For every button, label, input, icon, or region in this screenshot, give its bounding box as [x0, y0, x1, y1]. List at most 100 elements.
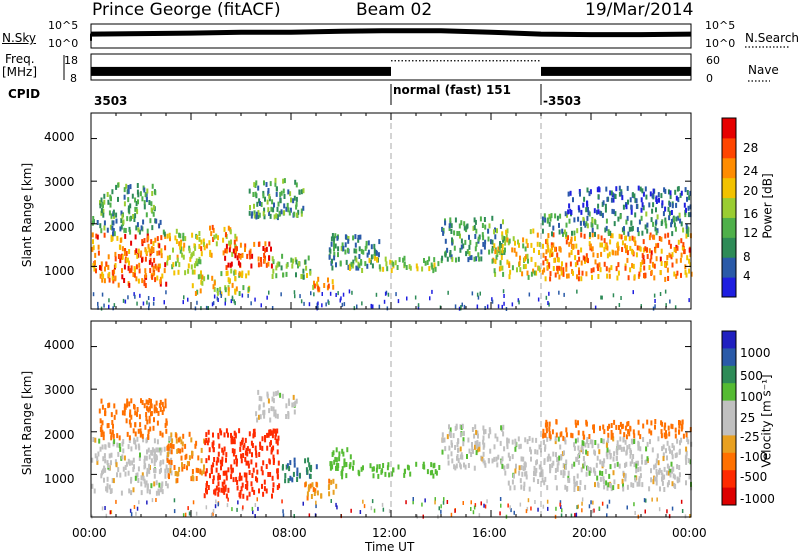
velocity-cell [668, 465, 670, 471]
power-cell [596, 253, 599, 258]
velocity-cell [612, 456, 615, 462]
power-speckle [217, 298, 219, 302]
power-speckle [182, 300, 184, 305]
velocity-cell [349, 454, 352, 460]
velocity-cell [96, 459, 99, 465]
power-cell [375, 250, 378, 256]
power-cell [556, 215, 559, 221]
power-cell [176, 257, 179, 263]
power-cell [152, 241, 155, 247]
velocity-cell [165, 464, 168, 470]
velocity-cell [493, 444, 496, 450]
velocity-cell [155, 447, 158, 453]
velocity-cell [496, 436, 499, 442]
velocity-cell [454, 445, 457, 450]
power-speckle [310, 291, 312, 296]
velocity-cell [304, 482, 307, 488]
velocity-cell [686, 437, 689, 442]
power-cell [290, 197, 292, 203]
power-cell [541, 216, 544, 222]
velocity-cell [616, 444, 619, 450]
velocity-cell [530, 449, 532, 455]
velocity-cell [154, 406, 157, 412]
velocity-cell [240, 453, 243, 459]
power-speckle [461, 302, 463, 307]
velocity-cell [101, 420, 104, 426]
velocity-cell [164, 468, 167, 474]
velocity-cell [471, 446, 474, 452]
velocity-cell [578, 486, 581, 492]
velocity-cell [451, 442, 453, 448]
power-cell [150, 207, 153, 213]
velocity-speckle [530, 506, 532, 511]
power-cell [117, 254, 120, 259]
velocity-speckle [626, 505, 628, 510]
velocity-speckle [330, 499, 332, 503]
power-cell [567, 191, 570, 197]
velocity-cell [570, 432, 573, 438]
velocity-cell [261, 470, 264, 476]
velocity-cell [265, 488, 268, 494]
power-cell [373, 248, 376, 254]
power-cell [508, 238, 511, 244]
velocity-cell [599, 425, 601, 431]
velocity-cell [391, 471, 394, 477]
velocity-speckle [668, 514, 671, 519]
power-cell [612, 209, 615, 215]
velocity-cell [179, 448, 182, 454]
power-cell [146, 228, 149, 234]
velocity-cell [487, 458, 490, 463]
velocity-cell [557, 460, 560, 466]
velocity-cell [549, 463, 551, 469]
power-cell [262, 246, 265, 251]
power-cell [673, 271, 676, 277]
power-cell [591, 246, 594, 252]
power-cell [589, 189, 592, 195]
velocity-cell [504, 470, 507, 476]
power-cell [257, 185, 260, 191]
power-cell [686, 190, 689, 195]
power-cell [444, 220, 447, 226]
velocity-cell [644, 460, 647, 465]
power-speckle [558, 290, 560, 295]
velocity-cell [272, 482, 275, 488]
velocity-cell [153, 453, 156, 459]
power-cell [340, 245, 343, 251]
velocity-speckle [671, 506, 674, 511]
velocity-cell [655, 458, 658, 464]
velocity-cell [148, 469, 151, 475]
power-cell [141, 196, 144, 202]
velocity-cell [555, 419, 558, 425]
velocity-speckle [577, 504, 579, 509]
power-cell [203, 276, 206, 282]
velocity-cell [581, 445, 584, 451]
velocity-cell [250, 440, 253, 446]
power-cell [236, 255, 239, 261]
power-colorbar-band [722, 137, 736, 159]
power-cell [119, 226, 122, 232]
velocity-cell [564, 464, 567, 470]
power-speckle [299, 294, 301, 299]
velocity-speckle [362, 499, 364, 504]
power-cell [480, 249, 483, 255]
power-cell [260, 257, 262, 262]
power-cell [575, 243, 578, 249]
power-cell [95, 233, 98, 239]
power-cell [255, 211, 258, 217]
power-cell [609, 190, 612, 196]
power-cell [355, 265, 358, 271]
power-cell [462, 243, 465, 249]
power-cell [152, 265, 155, 271]
velocity-cell [444, 446, 447, 452]
velocity-cell [612, 485, 615, 491]
velocity-cell [166, 483, 169, 489]
velocity-cell [271, 433, 274, 439]
velocity-cell [141, 433, 144, 439]
power-cell [616, 275, 619, 281]
power-cell [120, 218, 123, 224]
power-speckle [665, 303, 667, 308]
power-cell [224, 248, 227, 254]
power-cell [568, 241, 571, 247]
power-cell [120, 224, 123, 230]
velocity-cell [646, 441, 649, 447]
